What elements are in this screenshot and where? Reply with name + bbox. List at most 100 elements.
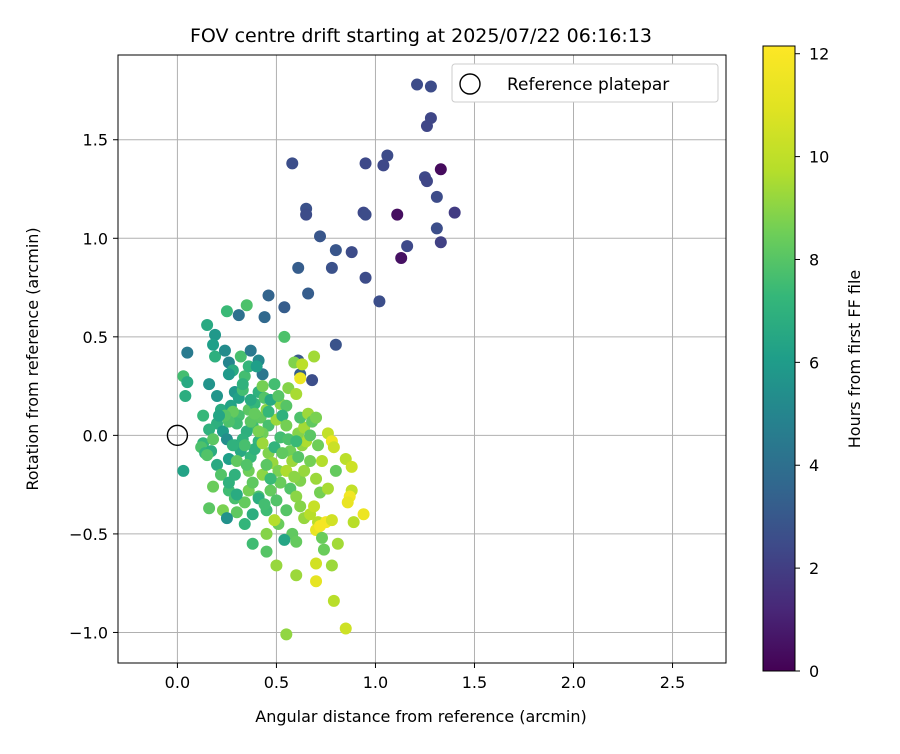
colorbar-tick-label: 6 <box>809 353 819 372</box>
data-point <box>434 163 447 176</box>
data-point <box>270 494 283 507</box>
data-point <box>302 287 315 300</box>
y-tick-label: 0.0 <box>83 426 108 445</box>
y-tick-label: −1.0 <box>69 623 108 642</box>
data-point <box>377 159 390 172</box>
data-point <box>209 328 222 341</box>
data-point <box>325 514 338 527</box>
data-point <box>310 472 323 485</box>
data-point <box>222 368 235 381</box>
data-point <box>359 157 372 170</box>
data-point <box>290 535 303 548</box>
data-point <box>268 378 281 391</box>
data-point <box>258 498 271 511</box>
data-point <box>327 594 340 607</box>
data-point <box>211 458 224 471</box>
colorbar-tick-label: 4 <box>809 456 819 475</box>
data-point <box>201 319 214 332</box>
legend-box <box>451 63 719 103</box>
data-point <box>290 387 303 400</box>
data-point <box>310 557 323 570</box>
data-point <box>276 409 289 422</box>
data-point <box>317 543 330 556</box>
data-point <box>276 447 289 460</box>
data-point <box>286 157 299 170</box>
data-point <box>306 374 319 387</box>
data-point <box>298 464 311 477</box>
data-point <box>234 350 247 363</box>
data-point <box>329 338 342 351</box>
data-point <box>250 360 263 373</box>
data-point <box>181 376 194 389</box>
data-point <box>274 476 287 489</box>
plot-area-frame <box>117 54 727 664</box>
legend-reference-label: Reference platepar <box>507 75 669 95</box>
y-tick-label: 1.5 <box>83 131 108 150</box>
data-point <box>240 299 253 312</box>
x-tick-label: 1.5 <box>462 673 487 692</box>
data-point <box>244 393 257 406</box>
data-point <box>359 208 372 221</box>
data-point <box>177 464 190 477</box>
data-point <box>258 311 271 324</box>
data-point <box>430 190 443 203</box>
data-point <box>280 399 293 412</box>
data-point <box>278 533 291 546</box>
data-point <box>246 476 259 489</box>
data-point <box>222 476 235 489</box>
data-point <box>203 378 216 391</box>
data-point <box>238 439 251 452</box>
data-point <box>280 504 293 517</box>
data-point <box>209 350 222 363</box>
data-point <box>314 230 327 243</box>
data-point <box>331 537 344 550</box>
data-point <box>197 409 210 422</box>
data-point <box>424 80 437 93</box>
colorbar-tick-label: 8 <box>809 250 819 269</box>
data-point <box>310 575 323 588</box>
data-point <box>290 569 303 582</box>
data-point <box>278 330 291 343</box>
data-point <box>327 441 340 454</box>
data-point <box>308 350 321 363</box>
data-point <box>296 358 309 371</box>
data-point <box>300 208 313 221</box>
data-point <box>248 407 261 420</box>
data-point <box>264 484 277 497</box>
colorbar-gradient <box>762 45 796 672</box>
data-point <box>325 261 338 274</box>
data-point <box>270 559 283 572</box>
data-point <box>292 451 305 464</box>
data-point <box>240 458 253 471</box>
data-point <box>232 309 245 322</box>
x-axis-label: Angular distance from reference (arcmin) <box>255 707 586 726</box>
data-point <box>411 78 424 91</box>
data-point <box>280 419 293 432</box>
data-point <box>381 149 394 162</box>
data-point <box>329 244 342 257</box>
data-point <box>220 305 233 318</box>
y-tick-label: 1.0 <box>83 229 108 248</box>
data-point <box>218 344 231 357</box>
data-point <box>252 425 265 438</box>
data-point <box>292 261 305 274</box>
colorbar-label: Hours from first FF file <box>845 270 864 449</box>
data-point <box>347 516 360 529</box>
data-point <box>201 449 214 462</box>
data-point <box>207 433 220 446</box>
data-point <box>268 514 281 527</box>
data-point <box>207 480 220 493</box>
legend-reference-marker <box>459 73 481 95</box>
data-point <box>238 496 251 509</box>
data-point <box>290 490 303 503</box>
data-point <box>214 468 227 481</box>
data-point <box>341 496 354 509</box>
data-point <box>304 454 317 467</box>
y-axis-ticks: −1.0 −0.5 0.0 0.5 1.0 1.5 <box>69 131 118 642</box>
data-point <box>391 208 404 221</box>
data-point <box>345 246 358 259</box>
data-point <box>207 338 220 351</box>
colorbar-ticks: 0 2 4 6 8 10 12 <box>795 45 829 681</box>
data-point <box>315 454 328 467</box>
